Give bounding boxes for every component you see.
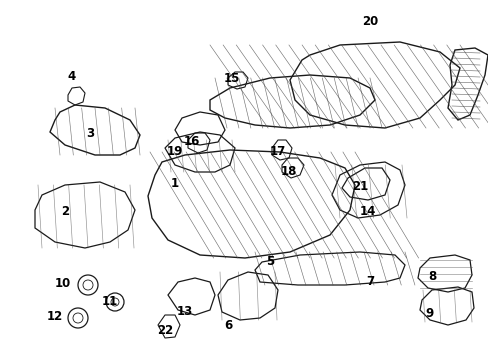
- Text: 6: 6: [224, 319, 232, 332]
- Text: 20: 20: [361, 15, 377, 28]
- Text: 17: 17: [269, 145, 285, 158]
- Text: 1: 1: [171, 177, 179, 190]
- Text: 16: 16: [183, 135, 200, 148]
- Text: 8: 8: [427, 270, 435, 283]
- Text: 21: 21: [351, 180, 367, 193]
- Text: 5: 5: [265, 255, 274, 268]
- Text: 19: 19: [166, 145, 183, 158]
- Text: 12: 12: [47, 310, 63, 323]
- Text: 22: 22: [157, 324, 173, 337]
- Text: 7: 7: [365, 275, 373, 288]
- Text: 14: 14: [359, 205, 375, 218]
- Text: 9: 9: [425, 307, 433, 320]
- Text: 4: 4: [68, 70, 76, 83]
- Text: 11: 11: [102, 295, 118, 308]
- Text: 13: 13: [177, 305, 193, 318]
- Text: 15: 15: [224, 72, 240, 85]
- Text: 10: 10: [55, 277, 71, 290]
- Text: 3: 3: [86, 127, 94, 140]
- Text: 18: 18: [280, 165, 297, 178]
- Text: 2: 2: [61, 205, 69, 218]
